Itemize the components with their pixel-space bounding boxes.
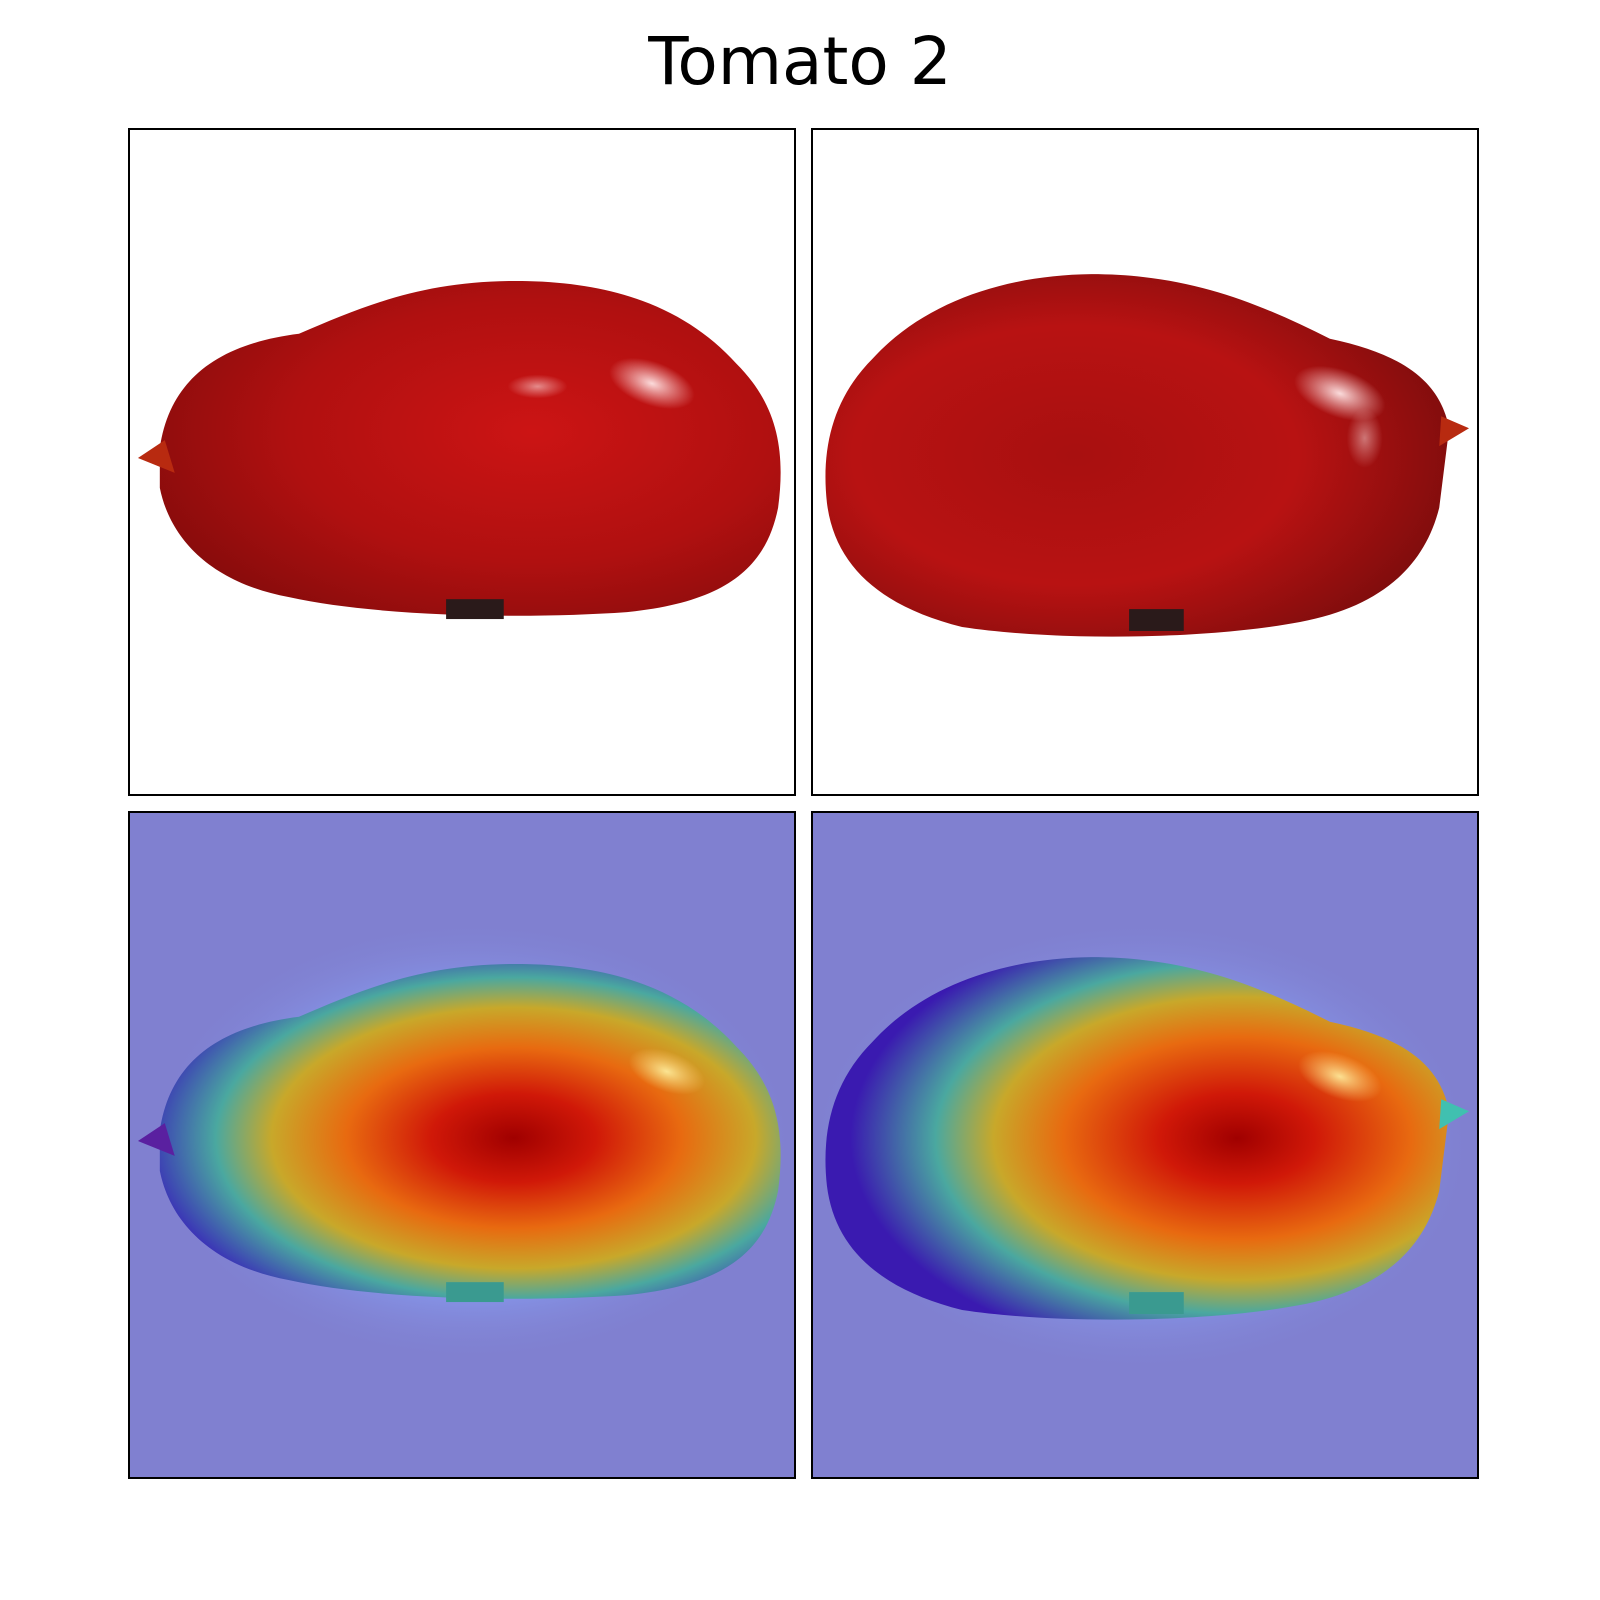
tomato-photo-left bbox=[128, 128, 796, 796]
tomato-photo-left-image bbox=[137, 280, 781, 620]
tomato-photo-right-image bbox=[825, 274, 1470, 637]
heatmap-overlay-left-image bbox=[130, 813, 794, 1477]
figure-title: Tomato 2 bbox=[648, 23, 952, 100]
heatmap-overlay-left bbox=[128, 811, 796, 1479]
tomato-photo-right bbox=[811, 128, 1479, 796]
heatmap-overlay-right bbox=[811, 811, 1479, 1479]
heatmap-overlay-right-image bbox=[813, 813, 1477, 1477]
